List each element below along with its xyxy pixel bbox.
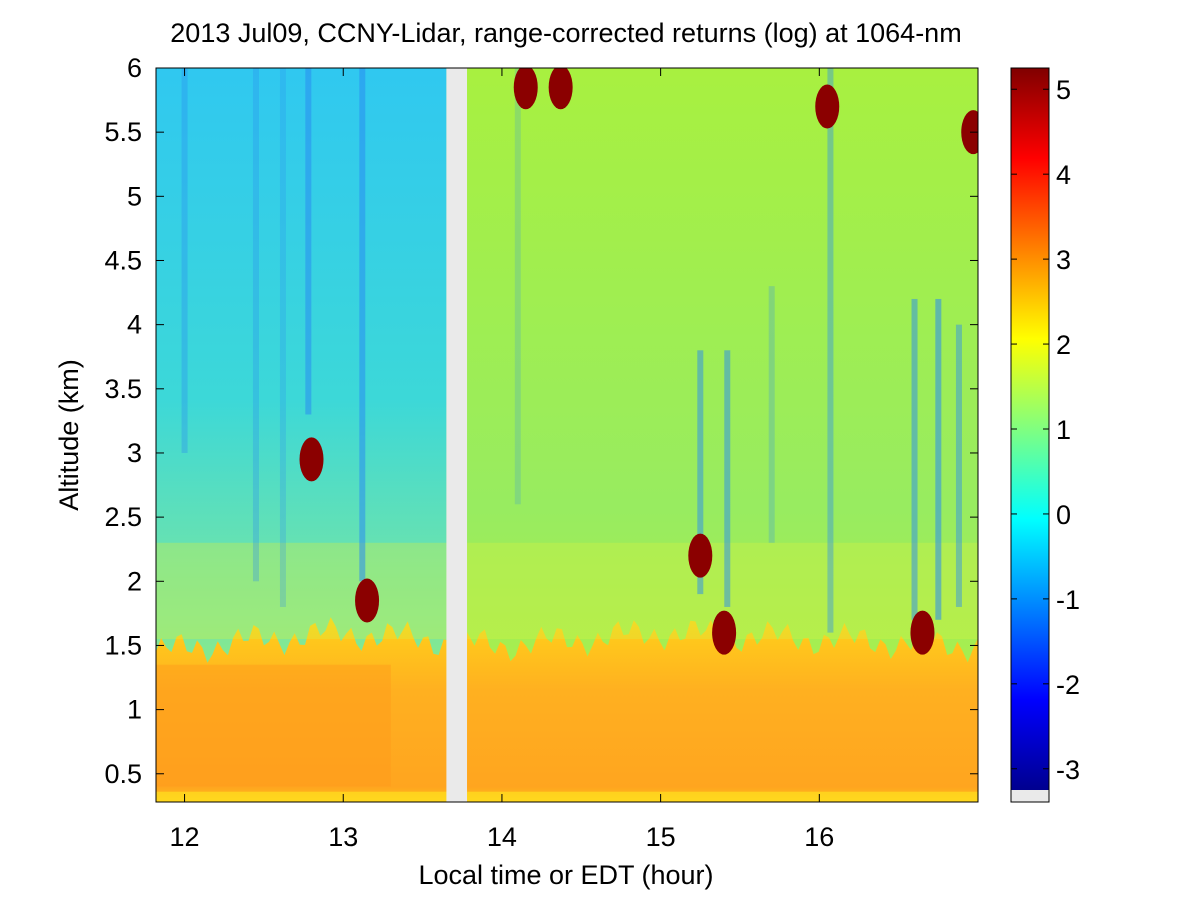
colorbar-tick-label: 4 (1056, 160, 1071, 190)
colorbar-missing-swatch (1011, 790, 1049, 802)
signal-streak (827, 68, 834, 633)
colorbar-tick-label: -2 (1056, 670, 1080, 700)
colorbar-tick-label: 1 (1056, 415, 1071, 445)
cloud-return (910, 610, 935, 655)
atmosphere-layers (156, 68, 978, 802)
cloud-return (548, 68, 573, 110)
x-tick-label: 13 (328, 822, 358, 852)
cloud-return (299, 437, 324, 482)
plot-frame (155, 67, 979, 803)
colorbar: -3 -2 -1 0 1 2 3 4 5 (1010, 67, 1080, 803)
x-tick-label: 14 (487, 822, 517, 852)
y-tick-label: 4.5 (104, 245, 142, 275)
signal-streak (935, 298, 942, 620)
cloud-return (815, 84, 840, 129)
x-tick-label: 16 (804, 822, 834, 852)
cloud-return (688, 533, 713, 578)
entrainment-zone (156, 542, 978, 640)
y-tick-label: 1 (127, 695, 142, 725)
y-tick-label: 2.5 (104, 502, 142, 532)
x-axis-ticks: 12 13 14 15 16 (170, 68, 834, 852)
data-gap (446, 68, 468, 802)
y-tick-label: 2 (127, 566, 142, 596)
x-axis-label: Local time or EDT (hour) (418, 860, 713, 890)
signal-streak (279, 68, 286, 607)
plot-area (156, 68, 978, 802)
cloud-return (712, 610, 737, 655)
cloud-return (355, 578, 380, 623)
chart-title: 2013 Jul09, CCNY-Lidar, range-corrected … (170, 18, 961, 48)
signal-streak (305, 68, 312, 415)
y-tick-label: 4 (127, 310, 142, 340)
colorbar-tick-label: 3 (1056, 245, 1071, 275)
colorbar-tick-label: -3 (1056, 755, 1080, 785)
colorbar-tick-label: -1 (1056, 585, 1080, 615)
cloud-return (513, 68, 538, 110)
y-tick-label: 5 (127, 181, 142, 211)
surface-layer (156, 791, 978, 802)
y-tick-label: 5.5 (104, 117, 142, 147)
y-axis-label: Altitude (km) (54, 359, 84, 511)
colorbar-tick-label: 0 (1056, 500, 1071, 530)
signal-streak (252, 68, 259, 582)
y-axis-ticks: 0.5 1 1.5 2 2.5 3 3.5 4 4.5 5 5.5 6 (104, 53, 978, 789)
colorbar-ticks: -3 -2 -1 0 1 2 3 4 5 (1011, 75, 1080, 785)
y-tick-label: 0.5 (104, 759, 142, 789)
signal-streak (359, 68, 366, 582)
signal-streak (181, 68, 188, 453)
y-tick-label: 1.5 (104, 630, 142, 660)
cloud-return (961, 110, 978, 155)
signal-streak (768, 286, 775, 543)
signal-streak (724, 350, 731, 607)
y-tick-label: 3 (127, 438, 142, 468)
x-tick-label: 15 (646, 822, 676, 852)
signal-streaks (181, 68, 962, 633)
signal-streak (514, 68, 521, 505)
boundary-layer (156, 617, 978, 802)
colorbar-tick-label: 2 (1056, 330, 1071, 360)
signal-streak (955, 324, 962, 607)
y-tick-label: 3.5 (104, 374, 142, 404)
y-tick-label: 6 (127, 53, 142, 83)
colorbar-tick-label: 5 (1056, 75, 1071, 105)
signal-streak (697, 350, 704, 595)
colorbar-gradient (1011, 68, 1049, 790)
cloud-returns (299, 68, 978, 655)
signal-streak (911, 298, 918, 620)
colorbar-frame (1010, 67, 1050, 803)
x-tick-label: 12 (170, 822, 200, 852)
boundary-layer-core (156, 664, 391, 787)
